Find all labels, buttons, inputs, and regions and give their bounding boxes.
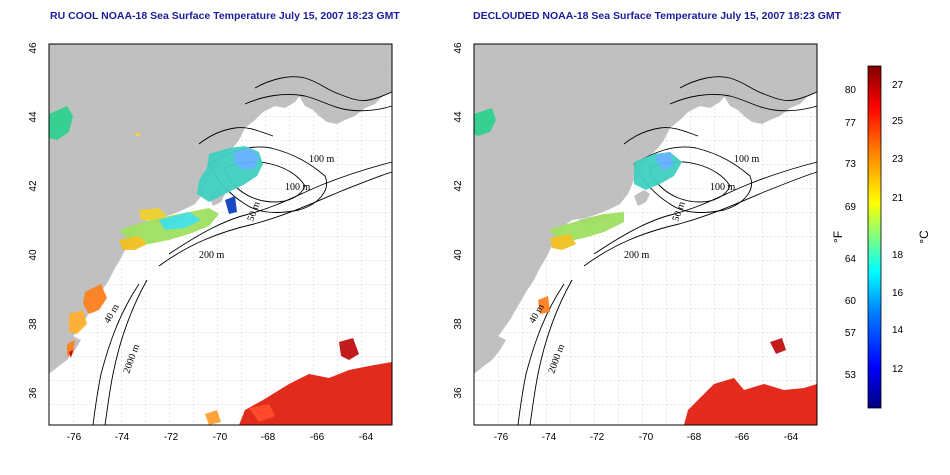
c-tick: 12 [892, 364, 904, 375]
right-map: 100 m 100 m 50 m 200 m 40 m 2000 m [473, 43, 818, 426]
colorbar-gradient [867, 65, 882, 409]
lon-tick: -64 [784, 432, 799, 443]
contour-label: 100 m [710, 182, 736, 193]
lon-tick: -68 [687, 432, 702, 443]
lat-tick: 36 [28, 387, 39, 399]
lon-tick: -74 [115, 432, 130, 443]
lon-tick: -76 [494, 432, 509, 443]
lon-tick: -72 [164, 432, 179, 443]
lat-tick: 36 [453, 387, 464, 399]
contour-label: 200 m [624, 250, 650, 261]
right-lat-axis: 46 44 42 40 38 36 [453, 42, 464, 399]
lon-tick: -70 [639, 432, 654, 443]
lat-tick: 38 [28, 318, 39, 330]
contour-label: 100 m [309, 154, 335, 165]
lon-tick: -64 [359, 432, 374, 443]
lat-tick: 38 [453, 318, 464, 330]
lon-tick: -68 [261, 432, 276, 443]
right-sst-overlay [474, 108, 817, 425]
lat-tick: 44 [453, 111, 464, 123]
f-tick: 73 [845, 159, 857, 170]
colorbar: 80 77 73 69 64 60 57 53 27 25 23 21 18 1… [831, 65, 931, 409]
contour-label: 100 m [734, 154, 760, 165]
colorbar-c-ticks: 27 25 23 21 18 16 14 12 [892, 80, 904, 375]
lon-tick: -74 [542, 432, 557, 443]
lat-tick: 44 [28, 111, 39, 123]
contour-label: 100 m [285, 182, 311, 193]
f-tick: 57 [845, 328, 857, 339]
f-tick: 60 [845, 296, 857, 307]
left-lat-axis: 46 44 42 40 38 36 [28, 42, 39, 399]
f-tick: 69 [845, 202, 857, 213]
left-lon-axis: -76 -74 -72 -70 -68 -66 -64 [67, 432, 374, 443]
lat-tick: 40 [28, 249, 39, 261]
left-map: 100 m 100 m 50 m 200 m 40 m 2000 m [48, 43, 393, 426]
colorbar-f-label: °F [831, 231, 845, 243]
f-tick: 77 [845, 118, 857, 129]
lon-tick: -66 [735, 432, 750, 443]
left-panel-title: RU COOL NOAA-18 Sea Surface Temperature … [50, 10, 400, 22]
lon-tick: -76 [67, 432, 82, 443]
right-panel-title: DECLOUDED NOAA-18 Sea Surface Temperatur… [473, 10, 842, 22]
lat-tick: 42 [28, 180, 39, 192]
c-tick: 18 [892, 250, 904, 261]
c-tick: 21 [892, 193, 904, 204]
lat-tick: 40 [453, 249, 464, 261]
lon-tick: -72 [590, 432, 605, 443]
lat-tick: 46 [28, 42, 39, 54]
lat-tick: 42 [453, 180, 464, 192]
lat-tick: 46 [453, 42, 464, 54]
colorbar-f-ticks: 80 77 73 69 64 60 57 53 [845, 85, 857, 381]
lon-tick: -66 [310, 432, 325, 443]
c-tick: 14 [892, 325, 904, 336]
f-tick: 53 [845, 370, 857, 381]
right-lon-axis: -76 -74 -72 -70 -68 -66 -64 [494, 432, 799, 443]
f-tick: 80 [845, 85, 857, 96]
c-tick: 23 [892, 154, 904, 165]
lon-tick: -70 [213, 432, 228, 443]
colorbar-c-label: °C [917, 230, 931, 244]
f-tick: 64 [845, 254, 857, 265]
left-sst-overlay [49, 106, 392, 425]
c-tick: 27 [892, 80, 904, 91]
c-tick: 16 [892, 288, 904, 299]
c-tick: 25 [892, 116, 904, 127]
contour-label: 200 m [199, 250, 225, 261]
